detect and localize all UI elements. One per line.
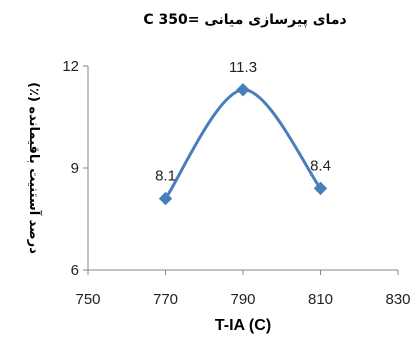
- x-ticks: 750 770 790 810 830: [75, 270, 411, 308]
- x-axis-label: T-IA (C): [215, 317, 271, 334]
- x-tick-label: 810: [308, 291, 333, 308]
- y-tick-label: 12: [62, 58, 79, 75]
- plot-area: 8.1 11.3 8.4: [155, 59, 331, 206]
- data-label: 8.1: [155, 168, 176, 185]
- data-label: 11.3: [229, 59, 257, 76]
- data-label: 8.4: [310, 157, 331, 174]
- x-tick-label: 830: [385, 291, 410, 308]
- data-point: [313, 181, 328, 196]
- y-tick-label: 9: [71, 160, 79, 177]
- y-tick-label: 6: [71, 262, 79, 279]
- data-point: [158, 191, 173, 206]
- x-tick-label: 750: [75, 291, 100, 308]
- chart-title: دمای پیرسازی میانی =350 C: [143, 12, 346, 28]
- y-axis-label: درصد آستنیت باقیمانده (٪): [26, 82, 43, 254]
- y-ticks: 6 9 12: [62, 58, 88, 279]
- x-tick-label: 770: [153, 291, 178, 308]
- data-point: [236, 83, 250, 97]
- x-tick-label: 790: [230, 291, 255, 308]
- series-line: [164, 88, 322, 201]
